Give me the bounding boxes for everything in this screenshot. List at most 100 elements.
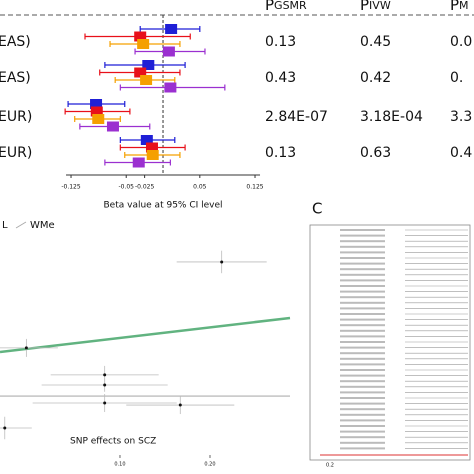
column-header: PGSMR — [265, 0, 307, 14]
snp-label — [340, 279, 385, 282]
snp-label — [340, 273, 385, 276]
snp-label — [340, 268, 385, 271]
snp-label — [340, 352, 385, 355]
x-tick-label: 0.20 — [204, 462, 215, 468]
panel-c-tick: 0.2 — [326, 463, 334, 469]
snp-label — [340, 313, 385, 315]
estimate-box — [92, 114, 105, 124]
snp-label — [340, 402, 385, 405]
point — [3, 426, 7, 430]
x-tick-label: 0.05 — [193, 184, 207, 191]
point — [24, 346, 28, 350]
snp-label — [340, 419, 385, 422]
table-cell: 0.13 — [265, 145, 296, 161]
x-tick-label: 0.10 — [114, 462, 125, 468]
p-letter: P — [360, 0, 369, 14]
table-cell: 0.4 — [450, 145, 472, 161]
x-tick-label: -0.05 — [118, 184, 134, 191]
snp-label — [340, 374, 385, 377]
snp-label — [340, 240, 385, 243]
x-tick-label: -0.025 — [135, 184, 155, 191]
snp-label — [340, 408, 385, 411]
snp-label — [340, 413, 385, 416]
snp-label — [340, 425, 385, 427]
snp-label — [340, 234, 385, 237]
estimate-box — [145, 142, 158, 153]
estimate-box — [142, 60, 155, 70]
snp-label — [340, 447, 385, 450]
snp-label — [340, 357, 385, 360]
snp-label — [340, 262, 385, 265]
point — [220, 260, 224, 264]
snp-label — [340, 245, 385, 248]
p-letter: P — [450, 0, 459, 14]
panel-label: C — [312, 200, 322, 218]
table-cell: 2.84E-07 — [265, 109, 328, 125]
snp-label — [340, 341, 385, 343]
snp-label — [340, 430, 385, 433]
legend-entry: WMe — [30, 220, 55, 231]
point — [103, 401, 107, 405]
snp-label — [340, 363, 385, 366]
x-axis-label: Beta value at 95% CI level — [104, 201, 223, 211]
snp-label — [340, 385, 385, 388]
x-tick-label: -0.125 — [61, 184, 81, 191]
snp-label — [340, 229, 385, 231]
snp-label — [340, 391, 385, 394]
snp-label — [340, 441, 385, 444]
snp-label — [340, 301, 385, 304]
row-label: EUR) — [0, 109, 32, 125]
table-cell: 3.3 — [450, 109, 472, 125]
table-cell: 0.0 — [450, 34, 472, 50]
estimate-box — [146, 150, 159, 160]
snp-label — [340, 285, 385, 287]
estimate-box — [134, 31, 147, 42]
snp-label — [340, 257, 385, 259]
point — [103, 383, 107, 387]
point — [178, 403, 182, 407]
snp-label — [340, 329, 385, 332]
table-cell: 0.43 — [265, 70, 296, 86]
table-cell: 0. — [450, 70, 463, 86]
column-header: PIVW — [360, 0, 391, 14]
estimate-box — [165, 24, 178, 34]
snp-label — [340, 369, 385, 371]
row-label: EAS) — [0, 34, 31, 50]
snp-label — [340, 307, 385, 310]
legend-swatch — [15, 221, 27, 229]
column-header: PM — [450, 0, 469, 14]
estimate-box — [140, 75, 153, 85]
snp-label — [340, 290, 385, 293]
p-letter: P — [265, 0, 274, 14]
estimate-box — [90, 106, 103, 117]
x-axis-label: SNP effects on SCZ — [70, 437, 156, 447]
snp-label — [340, 436, 385, 439]
row-label: EAS) — [0, 70, 31, 86]
panel-c-lines — [320, 229, 468, 456]
table-cell: 0.63 — [360, 145, 391, 161]
estimate-box — [132, 157, 145, 168]
snp-label — [340, 335, 385, 338]
estimate-box — [164, 82, 177, 93]
estimate-box — [134, 67, 147, 78]
table-cell: 3.18E-04 — [360, 109, 423, 125]
estimate-box — [140, 135, 153, 145]
table-cell: 0.45 — [360, 34, 391, 50]
estimate-box — [162, 46, 175, 57]
snp-label — [340, 324, 385, 327]
table-cell: 0.13 — [265, 34, 296, 50]
panel-c-frame — [309, 224, 471, 461]
p-subscript: IVW — [369, 0, 391, 12]
snp-label — [340, 251, 385, 254]
p-subscript: GSMR — [274, 0, 307, 12]
estimate-box — [137, 39, 150, 49]
legend-entry: L — [2, 220, 8, 231]
snp-label — [340, 397, 385, 399]
snp-label — [340, 296, 385, 299]
fit-line — [0, 316, 291, 354]
estimate-box — [106, 121, 119, 132]
point — [103, 373, 107, 377]
p-subscript: M — [459, 0, 469, 12]
snp-label — [340, 318, 385, 321]
